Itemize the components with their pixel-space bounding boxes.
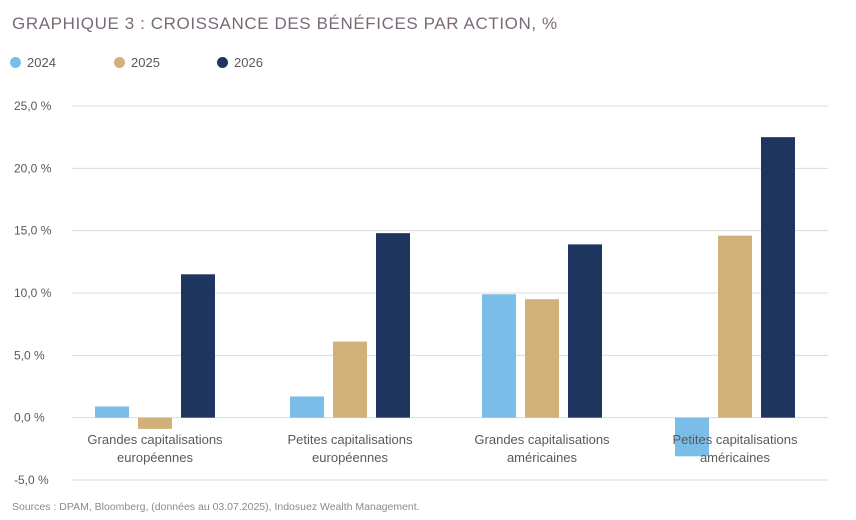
- x-axis: Grandes capitalisations européennesPetite…: [87, 432, 798, 465]
- category-label: Grandes capitalisations européennes: [87, 432, 223, 465]
- source-note: Sources : DPAM, Bloomberg, (données au 0…: [12, 501, 420, 513]
- bars: [95, 137, 795, 457]
- bar-2026: [568, 244, 602, 418]
- bar-2024: [482, 294, 516, 418]
- category-label-line: Petites capitalisations: [287, 432, 413, 447]
- category-label-line: américaines: [507, 450, 578, 465]
- category-label-line: américaines: [700, 450, 771, 465]
- y-tick-label: 25,0 %: [14, 99, 52, 113]
- legend: 2024 2025 2026: [10, 55, 410, 73]
- y-tick-label: 5,0 %: [14, 348, 45, 362]
- chart-title: GRAPHIQUE 3 : CROISSANCE DES BÉNÉFICES P…: [12, 14, 558, 33]
- y-tick-label: -5,0 %: [14, 473, 49, 487]
- y-tick-label: 15,0 %: [14, 224, 52, 238]
- category-label-line: européennes: [117, 450, 193, 465]
- legend-item-2024: 2024: [10, 55, 56, 70]
- bar-2026: [761, 137, 795, 418]
- y-axis: -5,0 % 0,0 % 5,0 % 10,0 % 15,0 % 20,0 % 25,0 %: [14, 99, 52, 487]
- bar-2026: [181, 274, 215, 418]
- bar-2024: [675, 417, 709, 457]
- bar-2024: [290, 396, 324, 418]
- legend-swatch-2026: [217, 57, 228, 68]
- y-tick-label: 0,0 %: [14, 411, 45, 425]
- category-label: Grandes capitalisations américaines: [474, 432, 610, 465]
- legend-swatch-2025: [114, 57, 125, 68]
- bar-2026: [376, 233, 410, 418]
- bar-2024: [95, 406, 129, 418]
- legend-label-2026: 2026: [234, 55, 263, 70]
- legend-label-2025: 2025: [131, 55, 160, 70]
- bar-2025: [525, 299, 559, 418]
- category-label-line: Grandes capitalisations: [87, 432, 223, 447]
- bar-2025: [138, 417, 172, 429]
- bar-2025: [718, 235, 752, 418]
- legend-label-2024: 2024: [27, 55, 56, 70]
- legend-item-2026: 2026: [217, 55, 263, 70]
- y-tick-label: 10,0 %: [14, 286, 52, 300]
- legend-item-2025: 2025: [114, 55, 160, 70]
- legend-swatch-2024: [10, 57, 21, 68]
- category-label-line: Petites capitalisations: [672, 432, 798, 447]
- y-tick-label: 20,0 %: [14, 161, 52, 175]
- bar-2025: [333, 341, 367, 418]
- category-label-line: Grandes capitalisations: [474, 432, 610, 447]
- category-label: Petites capitalisations américaines: [672, 432, 798, 465]
- category-label-line: européennes: [312, 450, 388, 465]
- category-label: Petites capitalisations européennes: [287, 432, 413, 465]
